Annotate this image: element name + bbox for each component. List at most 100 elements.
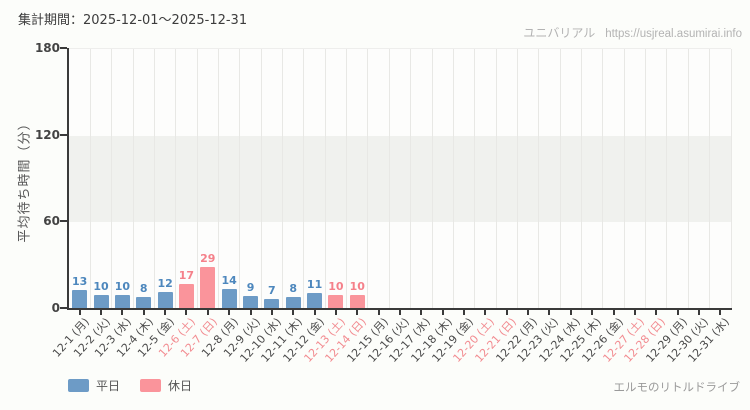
- bar: [221, 288, 237, 309]
- legend-label: 平日: [96, 379, 121, 393]
- y-axis-tick: [60, 220, 67, 223]
- x-tick: [142, 310, 145, 315]
- bar: [264, 298, 280, 309]
- bar-value-label: 10: [93, 279, 109, 293]
- x-tick: [569, 310, 572, 315]
- x-tick: [655, 310, 658, 315]
- gridline: [89, 49, 91, 309]
- bar-value-label: 8: [139, 282, 148, 296]
- bar: [72, 290, 88, 309]
- x-tick: [719, 310, 722, 315]
- site-url-link[interactable]: https://usjreal.asumirai.info: [605, 28, 742, 40]
- x-tick: [228, 310, 231, 315]
- x-tick: [377, 310, 380, 315]
- shaded-band-60-120: [69, 135, 731, 223]
- bar: [114, 294, 130, 309]
- gridline: [239, 49, 241, 309]
- bar-value-label: 13: [72, 275, 88, 289]
- aggregation-period-label: 集計期間：2025-12-01～2025-12-31: [18, 13, 248, 28]
- gridline: [260, 49, 262, 309]
- y-axis-tick: [60, 47, 67, 49]
- plot-area: 13 10 10 8 12 17 29 14 9 7 8 11 10 10: [69, 48, 732, 309]
- attraction-name-label: エルモのリトルドライブ: [613, 380, 741, 394]
- legend-swatch: [140, 379, 162, 392]
- gridline: [602, 49, 604, 309]
- chart-legend: 平日 休日: [68, 377, 192, 394]
- gridline: [367, 49, 369, 309]
- bar: [285, 297, 301, 309]
- gridline: [474, 49, 476, 309]
- x-tick: [633, 310, 636, 315]
- gridline: [388, 49, 390, 309]
- bar: [136, 297, 152, 309]
- x-tick: [505, 310, 508, 315]
- site-name-label: ユニバリアル: [523, 26, 596, 40]
- gridline: [645, 49, 647, 309]
- gridline: [111, 49, 113, 309]
- gridline: [132, 49, 134, 309]
- bar: [200, 267, 216, 309]
- gridline: [346, 49, 348, 309]
- bar: [157, 291, 173, 309]
- gridline: [709, 49, 711, 309]
- gridline: [303, 49, 305, 309]
- x-tick: [591, 310, 594, 315]
- bar-value-label: 29: [200, 252, 216, 266]
- x-tick: [334, 310, 337, 315]
- gridline: [687, 49, 689, 309]
- gridline: [666, 49, 668, 309]
- x-tick: [548, 310, 551, 315]
- x-tick: [697, 310, 700, 315]
- gridline: [538, 49, 540, 309]
- bar: [328, 294, 344, 309]
- bar: [307, 293, 323, 309]
- x-tick: [249, 310, 252, 315]
- x-tick: [78, 310, 81, 315]
- x-tick: [420, 310, 423, 315]
- x-tick: [313, 310, 316, 315]
- bar-value-label: 8: [289, 282, 298, 296]
- x-tick: [100, 310, 103, 315]
- gridline: [153, 49, 155, 309]
- gridline: [410, 49, 412, 309]
- x-tick: [164, 310, 167, 315]
- y-axis-tick-label: 0: [51, 301, 60, 315]
- x-tick: [292, 310, 295, 315]
- x-tick: [612, 310, 615, 315]
- x-tick: [527, 310, 530, 315]
- bar-value-label: 14: [221, 273, 237, 287]
- bar-value-label: 7: [268, 283, 276, 297]
- legend-item-holiday[interactable]: 休日: [140, 377, 192, 394]
- x-tick: [484, 310, 487, 315]
- y-axis-tick-label: 180: [34, 41, 60, 55]
- gridline: [282, 49, 284, 309]
- bar: [93, 294, 109, 309]
- y-axis-tick-label: 60: [43, 214, 60, 229]
- y-axis-tick-label: 120: [34, 127, 60, 142]
- gridline: [196, 49, 198, 309]
- y-axis-tick: [60, 133, 67, 136]
- bar-value-label: 10: [328, 279, 344, 293]
- x-tick: [270, 310, 273, 315]
- bar: [178, 284, 194, 309]
- bar-value-label: 9: [246, 281, 255, 294]
- gridline: [559, 49, 561, 309]
- y-axis-title: 平均待ち時間（分）: [17, 116, 33, 243]
- y-axis-line: [67, 48, 69, 310]
- bar-value-label: 12: [157, 276, 173, 290]
- x-tick: [185, 310, 188, 315]
- x-tick: [356, 310, 359, 315]
- x-tick: [441, 310, 444, 315]
- site-credit: ユニバリアル https://usjreal.asumirai.info: [523, 24, 742, 41]
- bar-value-label: 17: [178, 269, 195, 283]
- legend-swatch: [68, 379, 89, 392]
- bar-value-label: 10: [349, 279, 365, 293]
- legend-item-weekday[interactable]: 平日: [68, 377, 120, 394]
- gridline: [581, 49, 583, 309]
- gridline: [217, 49, 219, 309]
- x-tick: [399, 310, 401, 315]
- gridline: [175, 49, 177, 309]
- gridline: [495, 49, 497, 309]
- gridline: [431, 49, 433, 309]
- y-axis-tick: [60, 307, 67, 309]
